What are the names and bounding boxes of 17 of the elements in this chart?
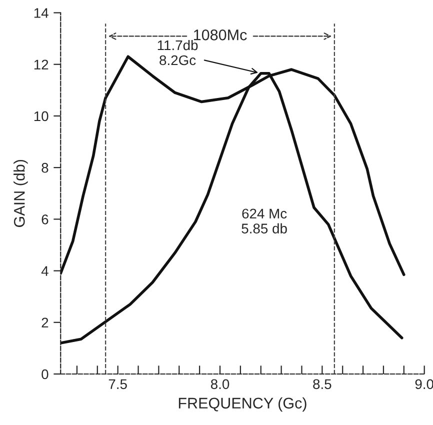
y-tick-label: 12 <box>34 60 48 70</box>
x-axis-title: FREQUENCY (Gc) <box>178 397 306 412</box>
annotation: 1080Mc <box>194 30 247 40</box>
y-tick-label: 14 <box>34 8 48 18</box>
y-tick-label: 0 <box>42 369 48 380</box>
y-tick-label: 4 <box>41 266 48 276</box>
annotation: 624 Mc 5.85 db <box>242 208 287 234</box>
y-tick-label: 10 <box>34 111 48 122</box>
y-tick-label: 8 <box>42 162 48 173</box>
x-tick-label: 9.0 <box>415 379 433 390</box>
y-tick-label: 2 <box>42 318 48 328</box>
x-tick-label: 8.0 <box>210 379 230 390</box>
x-tick-label: 7.5 <box>108 379 127 390</box>
y-tick-label: 6 <box>42 214 48 224</box>
annotation: 11.7db 8.2Gc <box>158 40 198 66</box>
x-tick-label: 8.5 <box>313 379 332 390</box>
y-axis-title: GAIN (db) <box>14 160 28 227</box>
